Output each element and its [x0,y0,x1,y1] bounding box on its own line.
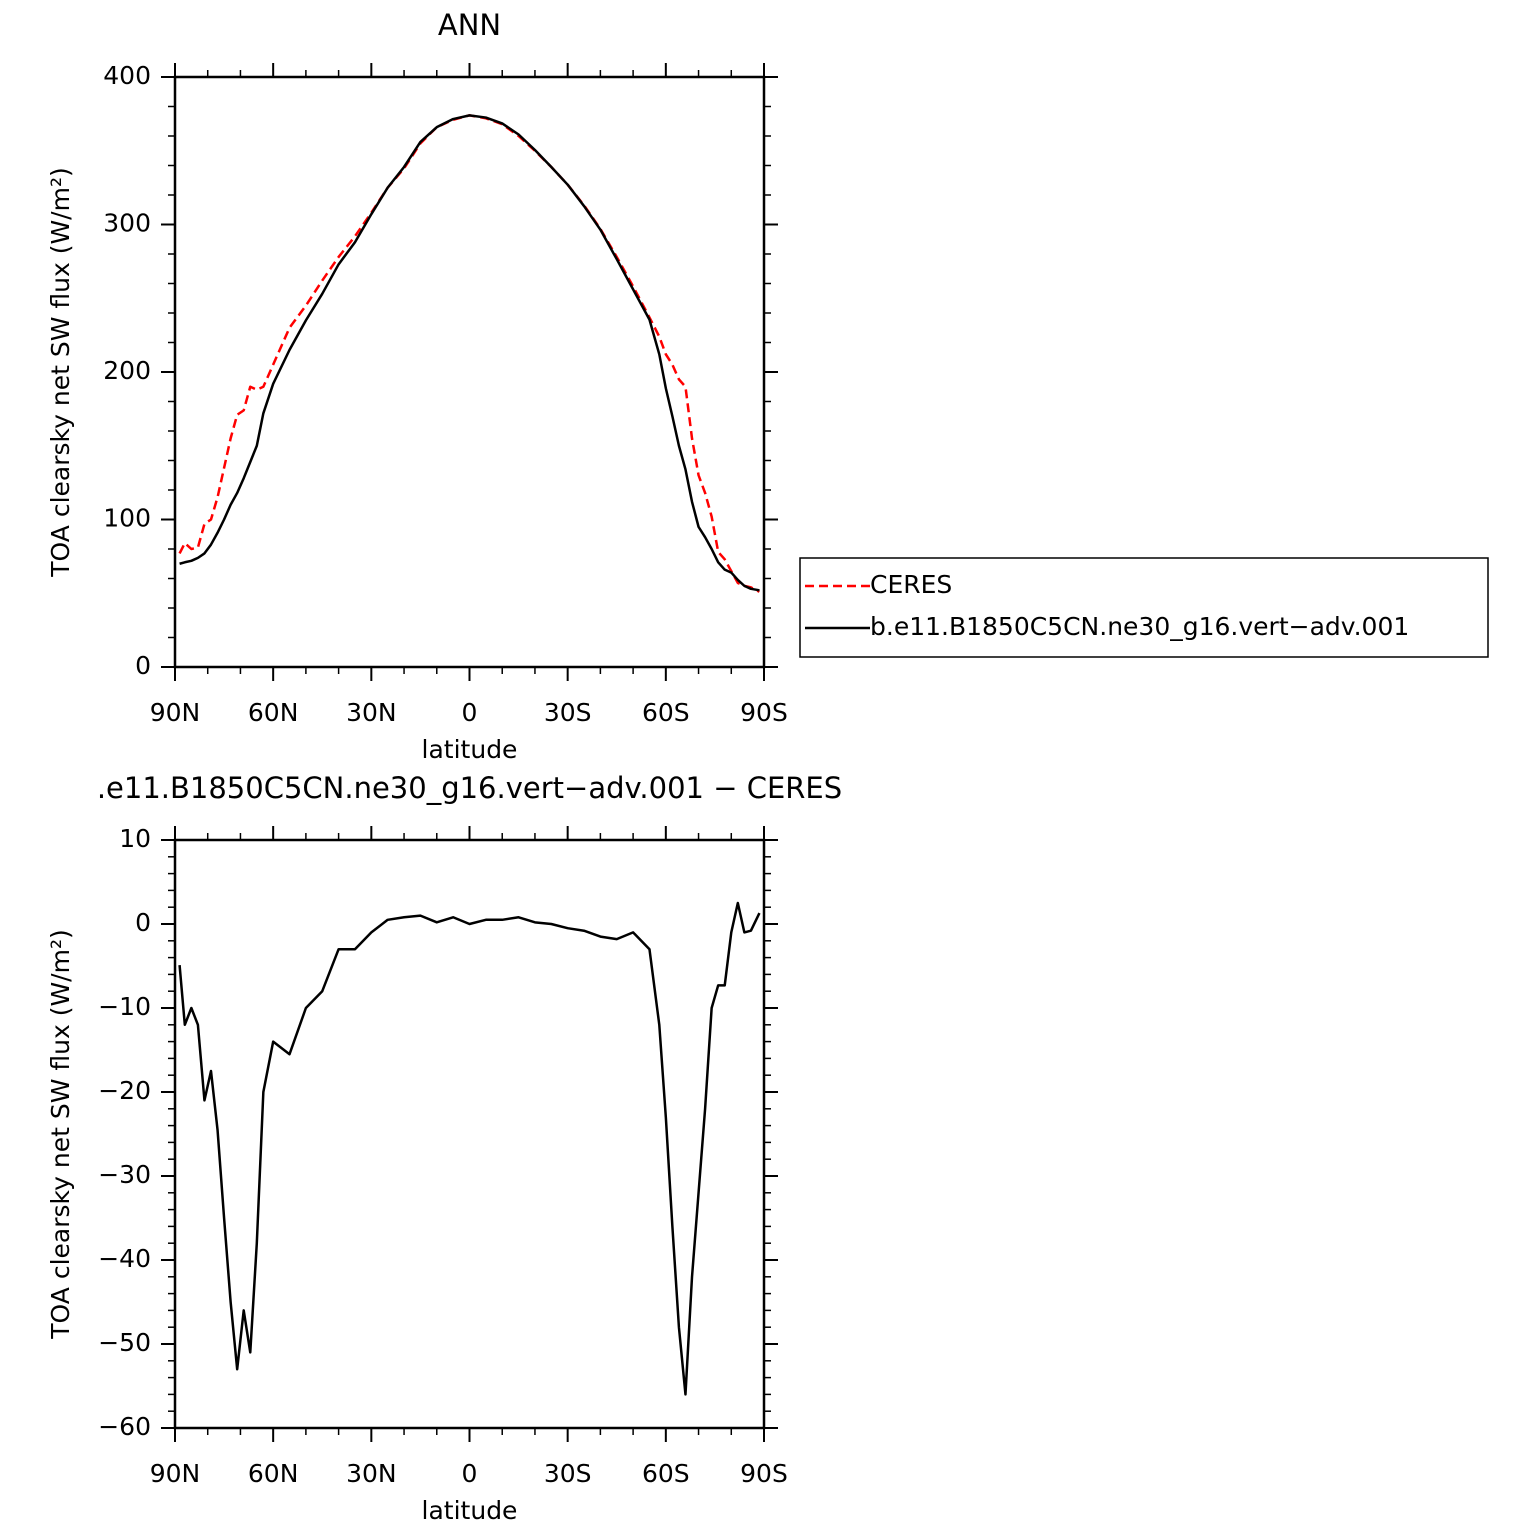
data-line [178,114,760,593]
x-tick-label: 30N [346,698,397,727]
legend-label: b.e11.B1850C5CN.ne30_g16.vert−adv.001 [870,612,1409,641]
y-axis-label: TOA clearsky net SW flux (W/m²) [46,167,75,577]
y-tick-label: 400 [103,61,151,90]
plot-frame [173,838,766,1430]
y-tick-label: 10 [119,824,151,853]
y-tick-label: −50 [98,1328,151,1357]
y-tick-label: −30 [98,1160,151,1189]
y-tick-label: −60 [98,1412,151,1441]
chart-title: ANN [438,8,501,42]
legend-label: CERES [870,570,952,599]
legend-box [799,557,1489,658]
y-tick-label: 0 [135,908,151,937]
plot-frame [173,75,766,669]
x-tick-label: 0 [462,1459,478,1488]
x-tick-label: 0 [462,698,478,727]
y-tick-label: −10 [98,992,151,1021]
x-tick-label: 60N [248,698,299,727]
x-tick-label: 60S [642,1459,690,1488]
x-tick-label: 60S [642,698,690,727]
y-tick-label: −40 [98,1244,151,1273]
y-tick-label: 100 [103,504,151,533]
data-line [179,114,760,592]
x-tick-label: 30N [346,1459,397,1488]
x-tick-label: 90N [150,698,201,727]
x-axis-label: latitude [422,735,518,764]
y-tick-label: −20 [98,1076,151,1105]
y-tick-label: 200 [103,356,151,385]
x-tick-label: 60N [248,1459,299,1488]
y-tick-label: 300 [103,209,151,238]
x-tick-label: 90S [740,698,788,727]
x-tick-label: 30S [544,1459,592,1488]
y-axis-label: TOA clearsky net SW flux (W/m²) [46,929,75,1339]
x-tick-label: 90S [740,1459,788,1488]
chart-title: .e11.B1850C5CN.ne30_g16.vert−adv.001 − C… [97,771,842,805]
y-tick-label: 0 [135,651,151,680]
x-tick-label: 90N [150,1459,201,1488]
x-axis-label: latitude [422,1496,518,1525]
data-line [178,901,761,1396]
x-tick-label: 30S [544,698,592,727]
